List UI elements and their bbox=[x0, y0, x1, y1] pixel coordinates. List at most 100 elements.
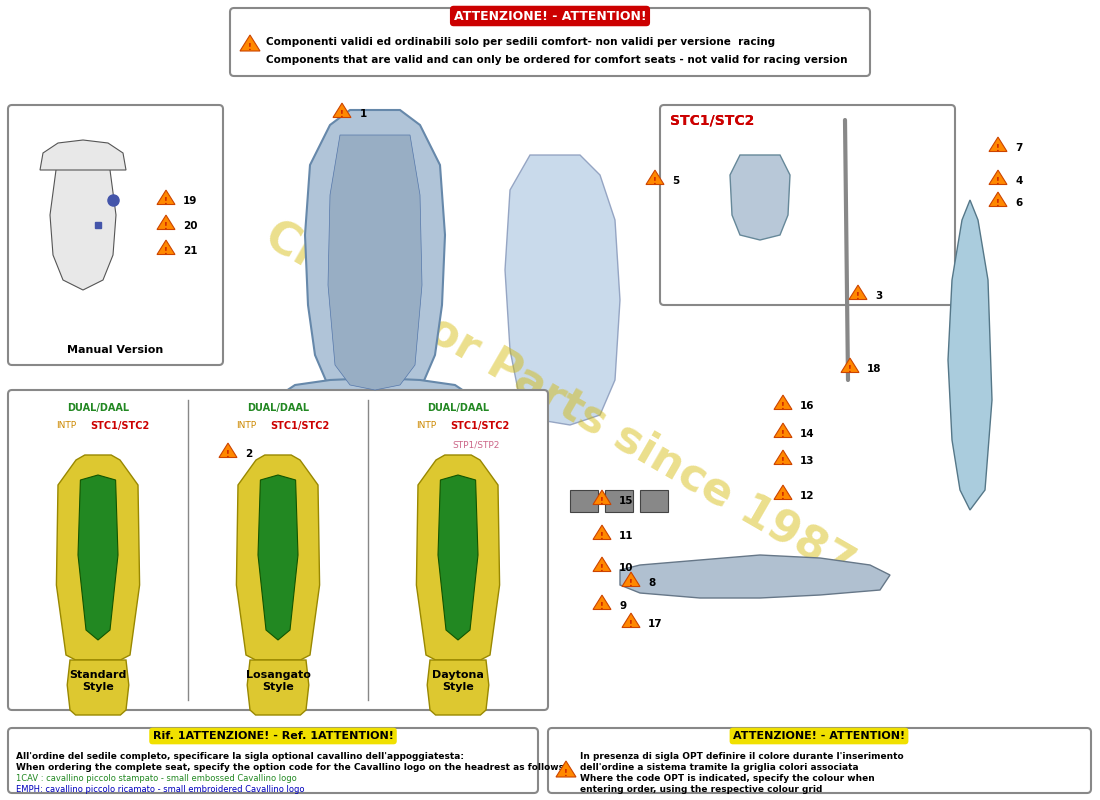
Text: 8: 8 bbox=[648, 578, 656, 588]
Text: STP1/STP2: STP1/STP2 bbox=[452, 441, 499, 450]
Text: !: ! bbox=[856, 292, 860, 301]
Polygon shape bbox=[593, 490, 611, 505]
Bar bbox=[605, 490, 632, 512]
Polygon shape bbox=[248, 660, 309, 715]
Text: Components that are valid and can only be ordered for comfort seats - not valid : Components that are valid and can only b… bbox=[266, 55, 847, 65]
Text: Classic or Parts since 1987: Classic or Parts since 1987 bbox=[258, 214, 861, 586]
Text: ATTENZIONE! - ATTENTION!: ATTENZIONE! - ATTENTION! bbox=[733, 731, 905, 741]
Polygon shape bbox=[989, 170, 1006, 185]
Polygon shape bbox=[774, 423, 792, 438]
Text: 15: 15 bbox=[619, 496, 634, 506]
Polygon shape bbox=[305, 110, 446, 410]
Text: !: ! bbox=[997, 177, 1000, 186]
Polygon shape bbox=[157, 190, 175, 205]
Text: DUAL/DAAL: DUAL/DAAL bbox=[67, 403, 129, 413]
Text: INTP: INTP bbox=[416, 422, 436, 430]
Polygon shape bbox=[50, 143, 116, 290]
Text: STC1/STC2: STC1/STC2 bbox=[670, 114, 755, 128]
Polygon shape bbox=[989, 137, 1006, 151]
Text: Daytona
Style: Daytona Style bbox=[432, 670, 484, 692]
Text: !: ! bbox=[601, 564, 604, 573]
Text: 18: 18 bbox=[867, 364, 881, 374]
Text: entering order, using the respective colour grid: entering order, using the respective col… bbox=[580, 785, 823, 794]
Polygon shape bbox=[593, 557, 611, 571]
Text: 7: 7 bbox=[1015, 143, 1022, 153]
Text: !: ! bbox=[781, 492, 785, 501]
Polygon shape bbox=[417, 455, 499, 660]
Text: 2: 2 bbox=[245, 449, 252, 459]
Text: 19: 19 bbox=[183, 196, 197, 206]
Polygon shape bbox=[593, 525, 611, 539]
Polygon shape bbox=[730, 155, 790, 240]
Text: !: ! bbox=[653, 177, 657, 186]
Polygon shape bbox=[157, 240, 175, 254]
Polygon shape bbox=[219, 443, 236, 458]
Bar bbox=[640, 490, 668, 512]
Polygon shape bbox=[620, 555, 890, 598]
Polygon shape bbox=[56, 455, 140, 660]
Text: EMPH: cavallino piccolo ricamato - small embroidered Cavallino logo: EMPH: cavallino piccolo ricamato - small… bbox=[16, 785, 305, 794]
Text: 11: 11 bbox=[619, 531, 634, 541]
FancyBboxPatch shape bbox=[8, 728, 538, 793]
Polygon shape bbox=[240, 35, 260, 51]
Polygon shape bbox=[258, 475, 298, 640]
Text: 3: 3 bbox=[874, 291, 882, 301]
Polygon shape bbox=[621, 572, 640, 586]
Polygon shape bbox=[849, 285, 867, 299]
Text: All'ordine del sedile completo, specificare la sigla optional cavallino dell'app: All'ordine del sedile completo, specific… bbox=[16, 752, 464, 761]
Text: !: ! bbox=[629, 579, 632, 588]
Polygon shape bbox=[556, 761, 576, 777]
Text: DUAL/DAAL: DUAL/DAAL bbox=[427, 403, 490, 413]
Polygon shape bbox=[78, 475, 118, 640]
Text: Rif. 1ATTENZIONE! - Ref. 1ATTENTION!: Rif. 1ATTENZIONE! - Ref. 1ATTENTION! bbox=[153, 731, 394, 741]
FancyBboxPatch shape bbox=[548, 728, 1091, 793]
Text: 21: 21 bbox=[183, 246, 198, 256]
Text: Manual Version: Manual Version bbox=[67, 345, 163, 355]
Text: !: ! bbox=[564, 769, 568, 778]
Polygon shape bbox=[40, 140, 127, 170]
Text: !: ! bbox=[227, 450, 230, 459]
Text: STC1/STC2: STC1/STC2 bbox=[450, 421, 509, 431]
Text: !: ! bbox=[781, 430, 785, 439]
Text: ATTENZIONE! - ATTENTION!: ATTENZIONE! - ATTENTION! bbox=[453, 10, 647, 22]
Text: !: ! bbox=[781, 457, 785, 466]
Text: !: ! bbox=[781, 402, 785, 411]
Text: When ordering the complete seat, specify the option code for the Cavallino logo : When ordering the complete seat, specify… bbox=[16, 763, 568, 772]
Text: !: ! bbox=[249, 43, 252, 52]
Polygon shape bbox=[505, 155, 620, 425]
Polygon shape bbox=[67, 660, 129, 715]
Text: 16: 16 bbox=[800, 401, 814, 411]
Polygon shape bbox=[646, 170, 664, 185]
Text: 4: 4 bbox=[1015, 176, 1022, 186]
Text: 9: 9 bbox=[619, 601, 626, 611]
FancyBboxPatch shape bbox=[660, 105, 955, 305]
Text: !: ! bbox=[848, 365, 851, 374]
Text: 10: 10 bbox=[619, 563, 634, 573]
Text: !: ! bbox=[340, 110, 344, 119]
Text: Where the code OPT is indicated, specify the colour when: Where the code OPT is indicated, specify… bbox=[580, 774, 874, 783]
Text: !: ! bbox=[629, 620, 632, 629]
Polygon shape bbox=[593, 595, 611, 610]
FancyBboxPatch shape bbox=[8, 105, 223, 365]
Polygon shape bbox=[236, 455, 320, 660]
Text: !: ! bbox=[601, 602, 604, 611]
Text: DUAL/DAAL: DUAL/DAAL bbox=[246, 403, 309, 413]
Text: !: ! bbox=[164, 247, 168, 256]
Text: 20: 20 bbox=[183, 221, 198, 231]
Polygon shape bbox=[774, 395, 792, 410]
Text: INTP: INTP bbox=[56, 422, 76, 430]
Text: !: ! bbox=[601, 497, 604, 506]
Polygon shape bbox=[438, 475, 478, 640]
FancyBboxPatch shape bbox=[230, 8, 870, 76]
Text: 14: 14 bbox=[800, 429, 815, 439]
Text: 6: 6 bbox=[1015, 198, 1022, 208]
Text: Componenti validi ed ordinabili solo per sedili comfort- non validi per versione: Componenti validi ed ordinabili solo per… bbox=[266, 37, 776, 47]
Text: In presenza di sigla OPT definire il colore durante l'inserimento: In presenza di sigla OPT definire il col… bbox=[580, 752, 903, 761]
Text: !: ! bbox=[601, 532, 604, 541]
Polygon shape bbox=[948, 200, 992, 510]
Text: 1CAV : cavallino piccolo stampato - small embossed Cavallino logo: 1CAV : cavallino piccolo stampato - smal… bbox=[16, 774, 297, 783]
Polygon shape bbox=[621, 613, 640, 627]
Text: Losangato
Style: Losangato Style bbox=[245, 670, 310, 692]
Text: 1: 1 bbox=[360, 109, 367, 119]
Polygon shape bbox=[842, 358, 859, 373]
